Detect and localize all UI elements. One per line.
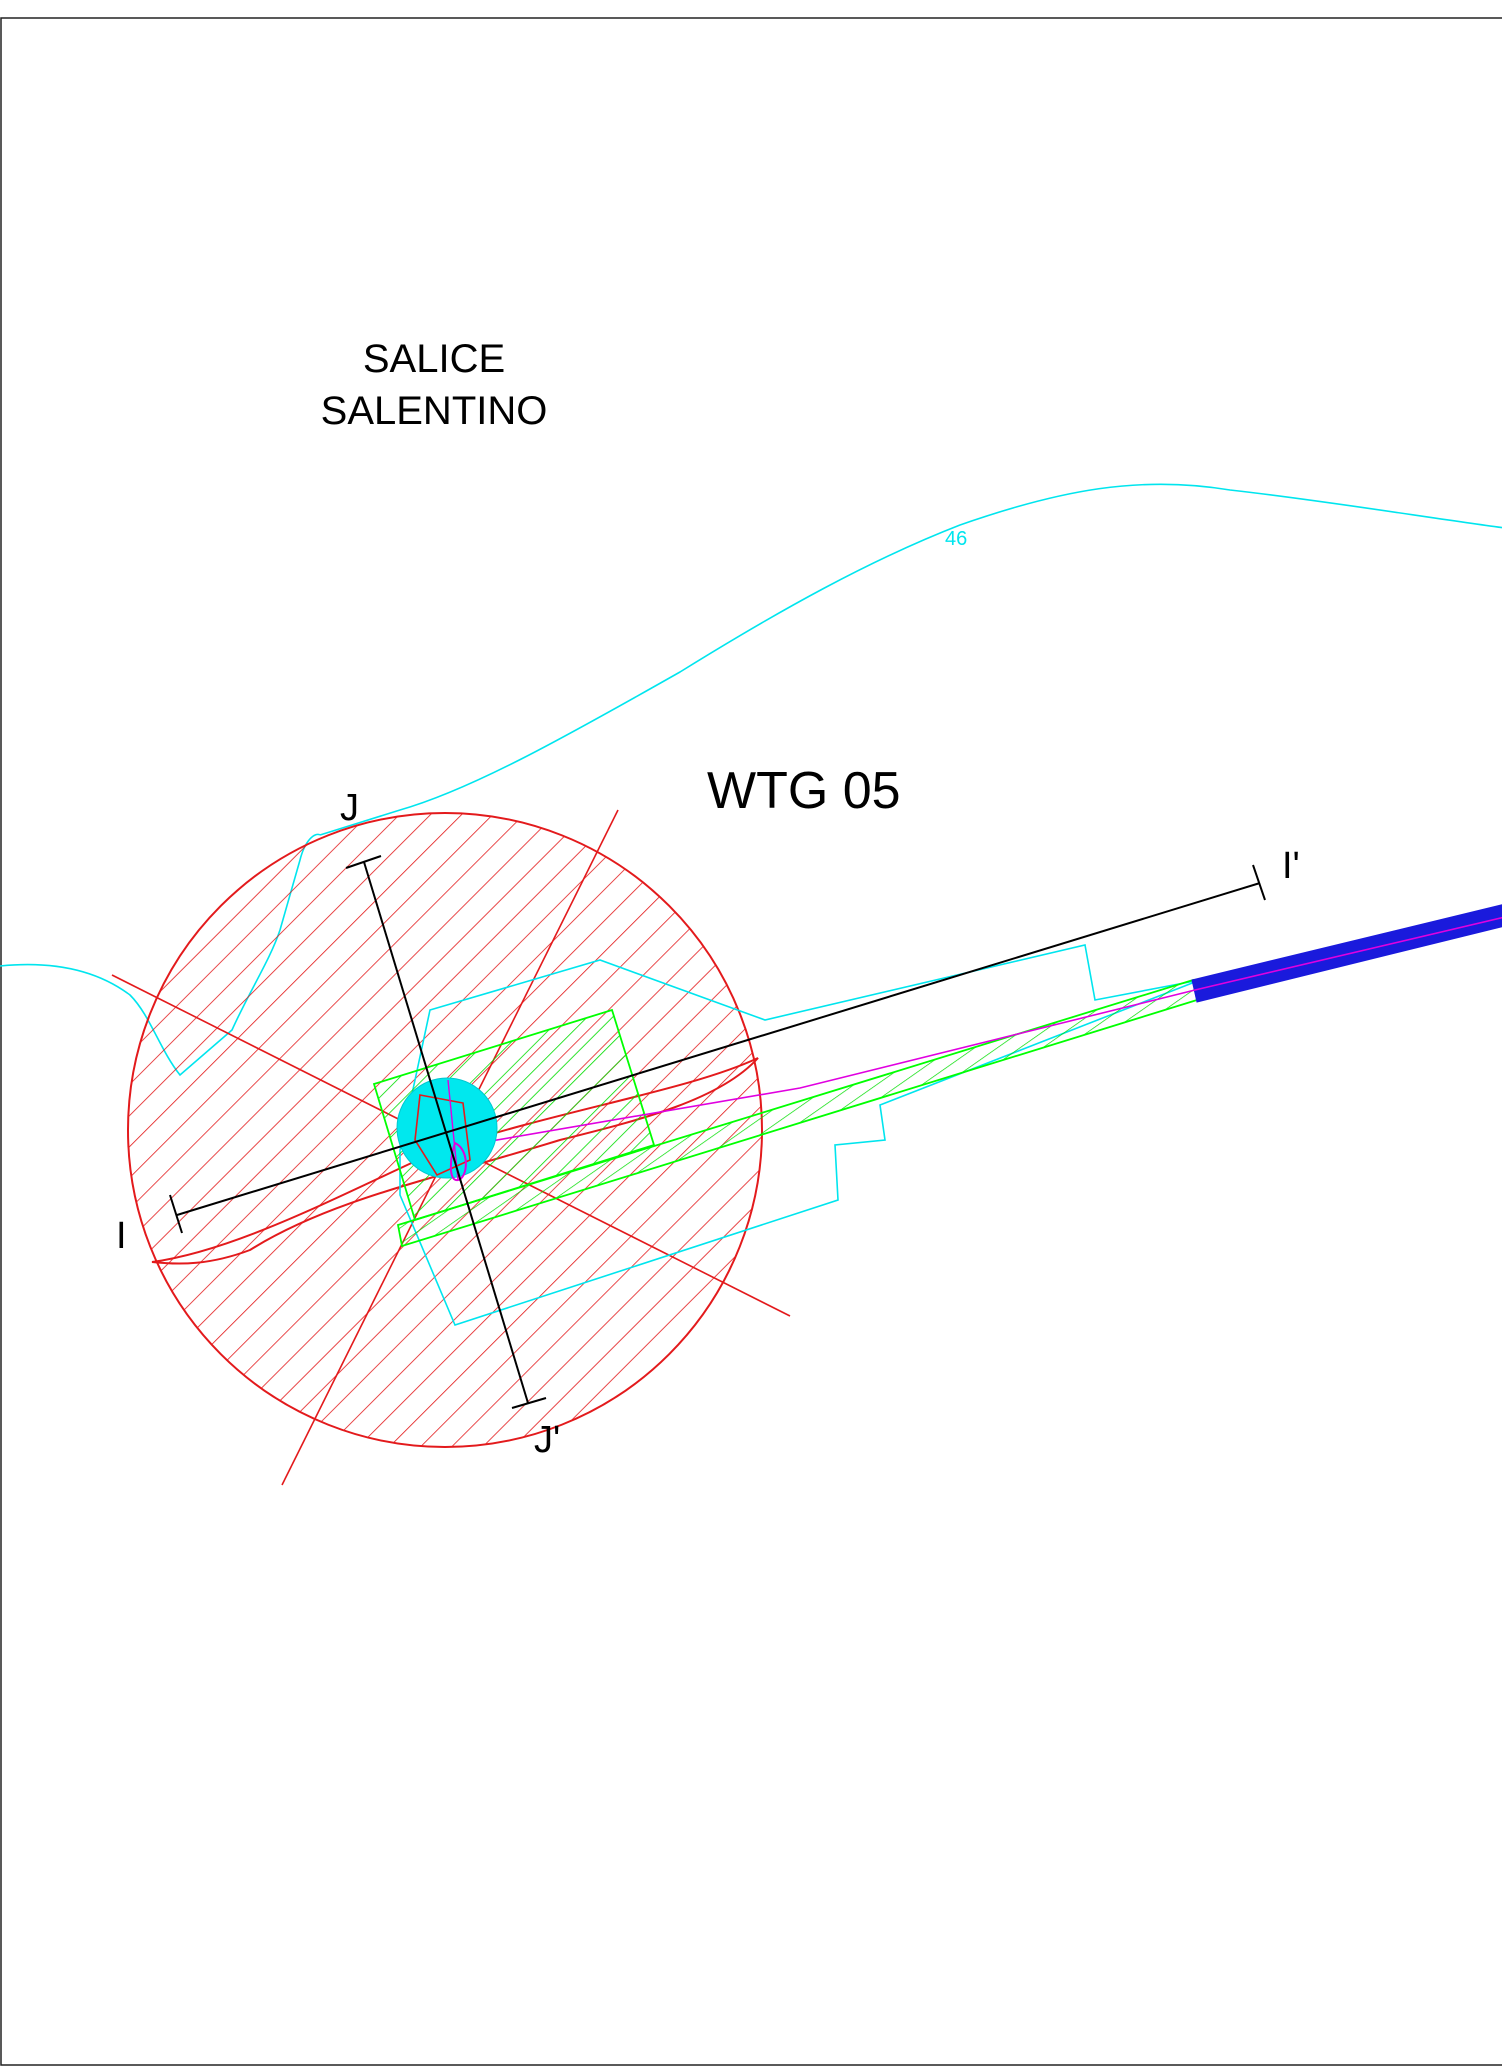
section-i-start-tick bbox=[169, 1194, 183, 1234]
section-i-start-label: I bbox=[116, 1215, 127, 1257]
town-name-line2: SALENTINO bbox=[321, 389, 548, 433]
section-j-start-tick bbox=[345, 855, 382, 869]
section-line-j bbox=[363, 861, 529, 1404]
drawing-frame bbox=[0, 17, 1502, 2066]
cable-route bbox=[449, 916, 1502, 1149]
section-j-end-label: J' bbox=[534, 1419, 560, 1461]
turbine-footprint bbox=[414, 1094, 471, 1177]
section-i-end-label: I' bbox=[1282, 845, 1300, 887]
turbine-label: WTG 05 bbox=[707, 762, 901, 820]
access-road-existing bbox=[1191, 904, 1502, 1003]
section-j-end-tick bbox=[511, 1397, 547, 1409]
section-line-i bbox=[176, 882, 1261, 1216]
turbine-foundation bbox=[396, 1077, 498, 1179]
contour-line-46 bbox=[319, 483, 1502, 836]
contour-elevation-label: 46 bbox=[945, 528, 967, 550]
section-i-end-tick bbox=[1252, 864, 1266, 901]
section-j-start-label: J bbox=[340, 787, 359, 829]
site-boundary bbox=[399, 944, 1201, 1326]
town-name-line1: SALICE bbox=[363, 337, 505, 381]
blade-shadow-shape bbox=[151, 1057, 759, 1265]
